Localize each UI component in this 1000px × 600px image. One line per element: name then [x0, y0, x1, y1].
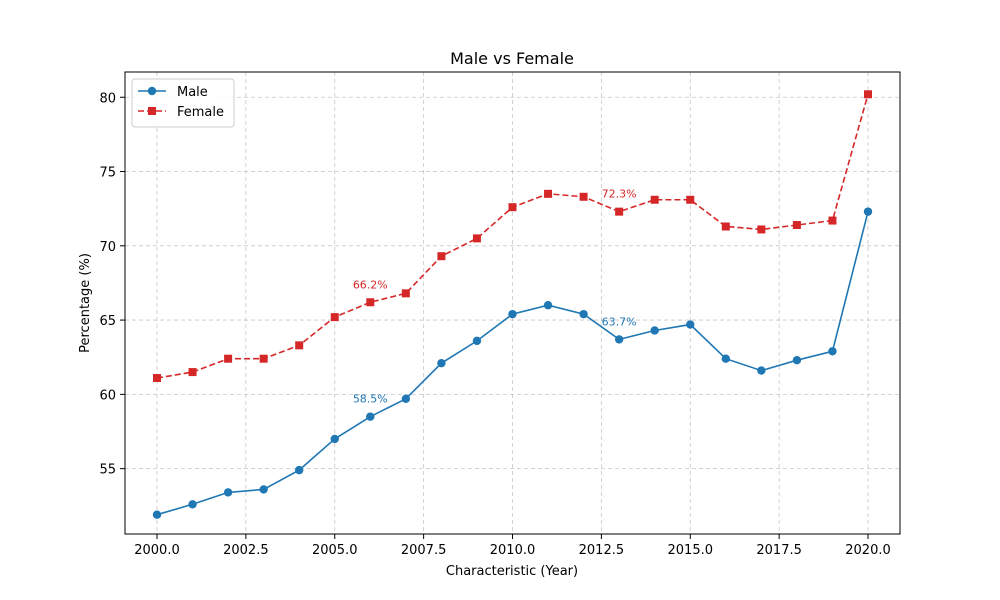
x-tick-label: 2020.0	[845, 543, 891, 558]
data-point-female	[259, 354, 268, 363]
data-point-female	[544, 189, 553, 198]
x-tick-label: 2017.5	[756, 543, 802, 558]
data-point-female	[366, 298, 375, 307]
data-point-female	[508, 203, 517, 212]
legend-marker-male	[147, 86, 157, 96]
data-point-female	[188, 368, 197, 377]
legend: Male Female	[131, 78, 235, 128]
data-point-female	[401, 289, 410, 298]
data-point-male	[401, 394, 411, 404]
annotations: 58.5% 63.7% 66.2% 72.3%	[353, 188, 637, 406]
data-point-female	[792, 221, 801, 230]
y-tick-label: 60	[99, 388, 116, 403]
x-tick-label: 2007.5	[401, 543, 447, 558]
data-point-female	[650, 195, 659, 204]
data-point-male	[259, 485, 268, 494]
y-axis: 55 60 65 70 75 80	[99, 91, 125, 478]
data-point-female	[721, 222, 730, 231]
data-point-male	[294, 465, 304, 475]
legend-item-female: Female	[138, 105, 224, 120]
data-point-female	[864, 90, 873, 99]
y-axis-label: Percentage (%)	[78, 253, 93, 353]
annotation-label: 72.3%	[602, 188, 637, 201]
series-male	[152, 207, 873, 519]
data-point-male	[579, 309, 588, 319]
data-point-male	[863, 207, 873, 216]
grid	[125, 72, 900, 534]
data-point-female	[757, 225, 766, 234]
x-tick-label: 2002.5	[223, 543, 269, 558]
series-female	[152, 90, 873, 383]
data-point-male	[686, 320, 695, 329]
legend-marker-female	[148, 107, 156, 115]
data-point-male	[792, 355, 802, 365]
data-point-male	[757, 366, 766, 375]
y-tick-label: 75	[99, 166, 116, 181]
data-point-male	[828, 347, 837, 356]
data-point-male	[152, 510, 162, 519]
annotation-label: 63.7%	[602, 315, 637, 328]
x-tick-label: 2012.5	[579, 543, 625, 558]
data-point-female	[615, 207, 624, 216]
legend-label-female: Female	[177, 105, 224, 120]
data-point-male	[437, 358, 446, 368]
x-tick-label: 2000.0	[134, 543, 180, 558]
data-point-male	[330, 434, 339, 444]
x-tick-label: 2005.0	[312, 543, 358, 558]
x-axis-label: Characteristic (Year)	[446, 564, 578, 579]
x-tick-label: 2015.0	[668, 543, 714, 558]
data-point-female	[828, 216, 837, 225]
data-point-female	[152, 374, 161, 383]
data-point-female	[686, 195, 695, 204]
data-point-male	[508, 309, 517, 319]
series-layer	[152, 90, 873, 519]
data-point-female	[472, 234, 481, 243]
legend-item-male: Male	[138, 85, 208, 100]
legend-label-male: Male	[177, 85, 208, 100]
data-point-male	[614, 335, 624, 344]
data-point-male	[721, 354, 731, 363]
annotation-label: 58.5%	[353, 393, 388, 406]
data-point-female	[224, 354, 233, 363]
y-tick-label: 70	[99, 240, 116, 255]
data-point-male	[188, 500, 197, 509]
y-tick-label: 65	[99, 314, 116, 329]
y-tick-label: 55	[99, 463, 116, 478]
data-point-female	[579, 192, 588, 201]
data-point-female	[295, 341, 304, 350]
data-point-male	[366, 412, 375, 421]
data-point-male	[223, 488, 233, 497]
data-point-male	[650, 326, 659, 335]
x-axis: 2000.0 2002.5 2005.0 2007.5 2010.0 2012.5 2015…	[134, 534, 891, 558]
annotation-label: 66.2%	[353, 278, 388, 291]
data-point-female	[437, 252, 446, 261]
data-point-male	[543, 301, 553, 310]
data-point-male	[472, 336, 482, 346]
y-tick-label: 80	[99, 91, 116, 106]
x-tick-label: 2010.0	[490, 543, 536, 558]
chart-title: Male vs Female	[450, 49, 574, 68]
data-point-female	[330, 313, 339, 322]
